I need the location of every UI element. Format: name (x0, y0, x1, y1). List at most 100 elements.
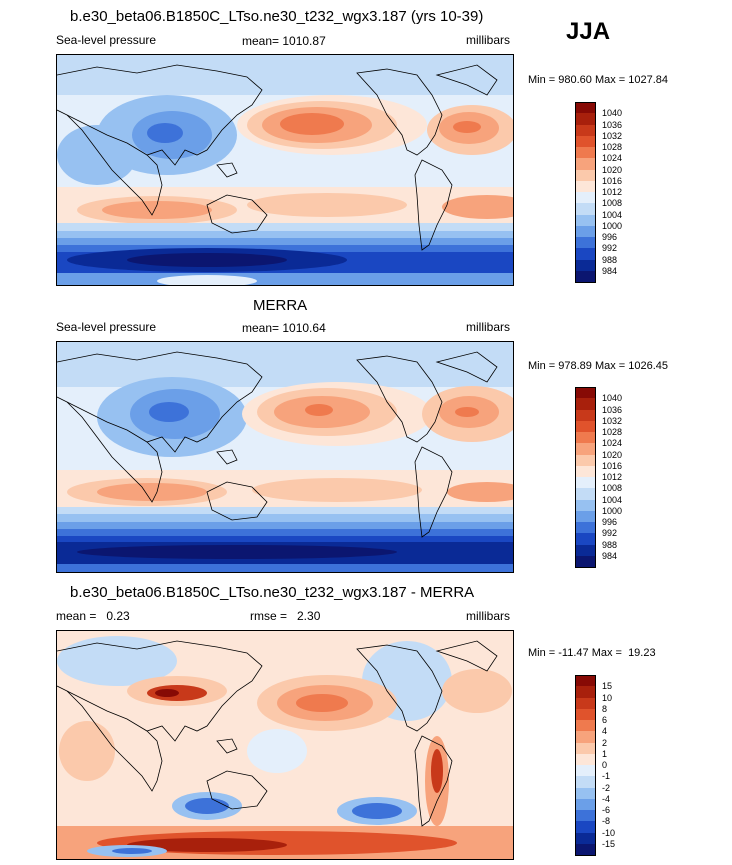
colorbar-label: 1 (602, 748, 608, 759)
colorbar-label: 8 (602, 703, 608, 714)
colorbar-swatch (575, 675, 596, 687)
panel-2-map-svg (57, 342, 513, 572)
colorbar-swatch (575, 832, 596, 845)
colorbar-swatch (575, 810, 596, 822)
colorbar-label: -8 (602, 816, 611, 827)
colorbar-label: -2 (602, 782, 611, 793)
colorbar-swatch (575, 443, 596, 455)
colorbar-swatch (575, 214, 596, 227)
colorbar-swatch (575, 169, 596, 182)
colorbar-swatch (575, 203, 596, 215)
colorbar-label: 4 (602, 726, 608, 737)
colorbar-label: 984 (602, 265, 618, 276)
colorbar-label: 2 (602, 737, 608, 748)
colorbar-label: 15 (602, 681, 613, 692)
colorbar-swatch (575, 697, 596, 710)
colorbar-label: 1032 (602, 415, 623, 426)
colorbar-swatch (575, 398, 596, 410)
colorbar-label: 1020 (602, 164, 623, 175)
colorbar-swatch (575, 533, 596, 545)
colorbar-label: 1040 (602, 108, 623, 119)
colorbar-label: 1012 (602, 187, 623, 197)
colorbar-swatch (575, 270, 596, 283)
panel-1-mean: mean= 1010.87 (242, 34, 326, 48)
colorbar-label: 1012 (602, 472, 623, 482)
colorbar-label: -1 (602, 771, 611, 782)
colorbar-label: 1016 (602, 460, 623, 471)
panel-1-colorbar: 1040 1036 1032 1028 1024 1020 1016 1012 1008 1004… (575, 102, 645, 283)
panel-2-map (56, 341, 514, 573)
colorbar-label: 1008 (602, 198, 623, 209)
colorbar-label: -6 (602, 805, 611, 815)
colorbar-label: 996 (602, 232, 618, 242)
panel-1-units: millibars (466, 33, 511, 47)
panel-3-units: millibars (466, 609, 511, 623)
colorbar-swatch (575, 454, 596, 467)
colorbar-swatch (575, 158, 596, 170)
colorbar-swatch (575, 113, 596, 125)
colorbar-swatch (575, 731, 596, 743)
colorbar-swatch (575, 510, 596, 523)
colorbar-swatch (575, 522, 596, 534)
colorbar-swatch (575, 765, 596, 777)
colorbar-label: 1028 (602, 142, 623, 152)
colorbar-label: 1036 (602, 119, 623, 130)
colorbar-label: -10 (602, 827, 616, 838)
colorbar-swatch (575, 544, 596, 557)
colorbar-label: 996 (602, 517, 618, 527)
panel-3-minmax: Min = -11.47 Max = 19.23 (528, 647, 656, 659)
colorbar-swatch (575, 432, 596, 444)
colorbar-label: 1008 (602, 483, 623, 494)
colorbar-label: -4 (602, 793, 611, 804)
colorbar-label: -15 (602, 838, 616, 849)
colorbar-swatch (575, 409, 596, 422)
colorbar-swatch (575, 387, 596, 399)
season-label: JJA (566, 18, 611, 45)
panel-2-variable: Sea-level pressure (56, 320, 157, 334)
colorbar-label: 1020 (602, 449, 623, 460)
colorbar-swatch (575, 555, 596, 568)
colorbar-swatch (575, 135, 596, 148)
colorbar-label: 1032 (602, 130, 623, 141)
colorbar-swatch (575, 180, 596, 193)
colorbar-label: 1036 (602, 404, 623, 415)
colorbar-label: 1004 (602, 209, 623, 220)
colorbar-label: 992 (602, 243, 618, 254)
colorbar-label: 1028 (602, 427, 623, 437)
colorbar-label: 1000 (602, 220, 623, 231)
panel-2-colorbar: 1040 1036 1032 1028 1024 1020 1016 1012 1008 1004… (575, 387, 645, 568)
colorbar-label: 1004 (602, 494, 623, 505)
colorbar-swatch (575, 192, 596, 204)
colorbar-swatch (575, 499, 596, 512)
colorbar-swatch (575, 798, 596, 811)
colorbar-label: 10 (602, 692, 613, 703)
panel-3-mean: mean = 0.23 (56, 609, 130, 623)
colorbar-swatch (575, 102, 596, 114)
panel-1-variable: Sea-level pressure (56, 33, 157, 47)
panel-3-rmse: rmse = 2.30 (250, 609, 321, 623)
colorbar-swatch (575, 720, 596, 732)
colorbar-swatch (575, 477, 596, 489)
colorbar-swatch (575, 787, 596, 800)
panel-1-map (56, 54, 514, 286)
colorbar-label: 988 (602, 539, 618, 550)
colorbar-swatch (575, 237, 596, 249)
colorbar-swatch (575, 742, 596, 755)
colorbar-label: 6 (602, 715, 608, 725)
panel-3-colorbar: 15 10 8 6 4 2 1 0 -1 -2 -4 -6 -8 -10 -15 (575, 675, 645, 856)
colorbar-swatch (575, 821, 596, 833)
colorbar-label: 992 (602, 528, 618, 539)
panel-3-map (56, 630, 514, 860)
panel-2-title: MERRA (253, 297, 308, 314)
colorbar-swatch (575, 124, 596, 137)
colorbar-swatch (575, 225, 596, 238)
panel-2-minmax: Min = 978.89 Max = 1026.45 (528, 360, 669, 372)
colorbar-swatch (575, 843, 596, 856)
colorbar-swatch (575, 147, 596, 159)
colorbar-swatch (575, 488, 596, 500)
colorbar-swatch (575, 686, 596, 698)
panel-1-map-svg (57, 55, 513, 285)
colorbar-label: 984 (602, 550, 618, 561)
colorbar-swatch (575, 708, 596, 721)
colorbar-label: 1040 (602, 393, 623, 404)
